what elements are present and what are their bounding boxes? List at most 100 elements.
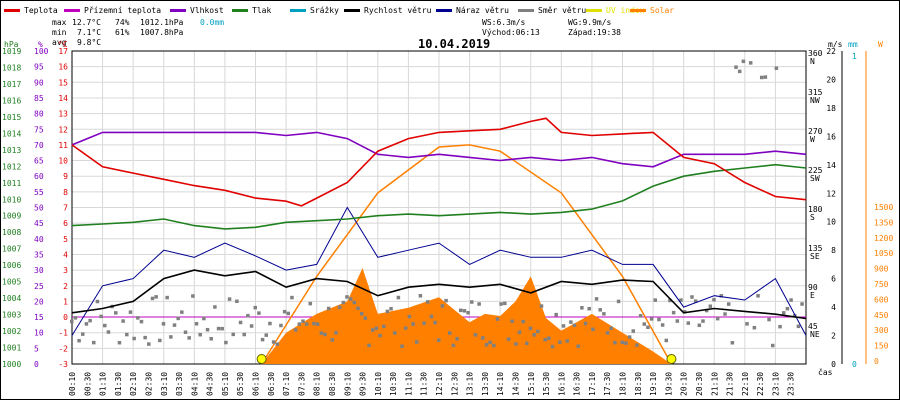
wind-direction-point [341, 300, 346, 305]
wind-direction-point [323, 332, 327, 337]
stat-max-temp: 12.7°C [72, 18, 101, 27]
temperature-tick: 9 [63, 172, 68, 181]
wind-direction-point [169, 335, 173, 339]
unit-hpa: hPa [4, 40, 19, 49]
stat-sunset: Západ:19:38 [568, 28, 621, 37]
solar-tick: 1350 [874, 218, 893, 227]
legend-item-5: Rychlost větru [344, 4, 431, 16]
humidity-tick: 15 [34, 313, 44, 322]
temperature-tick: 15 [58, 78, 68, 87]
stat-max-hum: 74% [115, 18, 130, 27]
stat-min-press: 1007.8hPa [140, 28, 184, 37]
wind-direction-point [231, 332, 235, 337]
unit-pct: % [38, 40, 43, 49]
wind-tick: 2 [831, 332, 836, 341]
pressure-tick: 1013 [2, 146, 21, 155]
wind-direction-point [264, 333, 269, 337]
direction-tick-label: SE [810, 252, 820, 261]
x-tick-label: 06:30 [267, 372, 276, 396]
wind-direction-point [253, 305, 257, 310]
pressure-tick: 1016 [2, 96, 21, 105]
wind-direction-point [209, 337, 213, 341]
wind-direction-point [506, 337, 511, 341]
stat-avg-label: avg [52, 38, 67, 47]
wind-direction-point [73, 316, 78, 320]
wind-direction-point [136, 316, 140, 320]
x-tick-label: 07:10 [282, 372, 291, 396]
wind-direction-point [763, 75, 768, 79]
wind-direction-point [543, 337, 547, 342]
wind-direction-point [385, 309, 390, 314]
solar-theoretical-line [260, 144, 673, 365]
temperature-tick: 14 [58, 94, 68, 103]
wind-direction-point [176, 316, 180, 321]
legend-item-9: Solar [630, 4, 674, 16]
x-tick-label: 09:10 [343, 372, 352, 396]
chart-title: 10.04.2019 [418, 37, 491, 51]
legend-label: UV index [606, 5, 645, 15]
pressure-tick: 1015 [2, 113, 21, 122]
solar-tick: 750 [874, 280, 889, 289]
temperature-tick: 13 [58, 110, 68, 119]
wind-direction-point [609, 326, 613, 330]
x-tick-label: 08:30 [328, 372, 337, 396]
wind-direction-point [301, 319, 305, 323]
direction-tick-label: S [810, 213, 815, 222]
wind-direction-point [392, 331, 397, 335]
temperature-tick: 11 [58, 141, 68, 150]
wind-direction-point [477, 302, 481, 306]
wind-direction-point [657, 317, 661, 322]
unit-ms: m/s [828, 40, 843, 49]
direction-tick-label: NW [810, 96, 820, 105]
wind-direction-point [539, 304, 544, 308]
solar-tick: 150 [874, 342, 889, 351]
wind-direction-point [536, 329, 540, 334]
legend-swatch [630, 8, 646, 12]
x-tick-label: 22:30 [756, 372, 765, 396]
humidity-tick: 85 [34, 94, 44, 103]
wind-direction-point [407, 314, 412, 319]
pressure-tick: 1006 [2, 261, 21, 270]
wind-tick: 8 [831, 246, 836, 255]
x-tick-label: 19:30 [664, 372, 673, 396]
legend-swatch [344, 8, 360, 12]
wind-direction-point [591, 327, 595, 332]
temperature-tick: -2 [58, 344, 68, 353]
wind-direction-point [308, 301, 313, 306]
humidity-tick: 95 [34, 63, 44, 72]
wind-direction-point [403, 326, 408, 330]
wind-direction-point [558, 340, 562, 344]
humidity-tick: 5 [34, 344, 39, 353]
humidity-tick: 50 [34, 204, 44, 213]
pressure-tick: 1002 [2, 327, 21, 336]
x-tick-label: 04:30 [206, 372, 215, 396]
legend-swatch [586, 8, 602, 12]
wind-direction-point [730, 341, 735, 345]
wind-direction-point [279, 323, 283, 328]
wind-tick: 16 [826, 132, 836, 141]
unit-degc: °C [58, 40, 68, 49]
wind-direction-point [249, 324, 254, 328]
x-tick-label: 23:10 [771, 372, 780, 396]
legend-label: Teplota [24, 5, 58, 15]
wind-direction-point [437, 338, 441, 342]
wind-direction-point [356, 306, 360, 311]
humidity-tick: 90 [34, 78, 44, 87]
wind-direction-point [459, 308, 463, 313]
sunrise-marker [256, 354, 267, 364]
wind-direction-point [139, 319, 144, 324]
wind-direction-point [433, 320, 437, 325]
x-tick-label: 16:30 [573, 372, 582, 396]
wind-direction-point [378, 333, 382, 338]
stat-min-temp: 7.1°C [77, 28, 102, 37]
pressure-tick: 1000 [2, 360, 21, 369]
wind-direction-point [286, 311, 291, 316]
wind-direction-point [580, 306, 584, 310]
wind-direction-point [352, 300, 357, 305]
legend-swatch [518, 8, 534, 12]
humidity-tick: 20 [34, 297, 44, 306]
x-tick-label: 18:30 [634, 372, 643, 396]
x-tick-label: 01:30 [114, 372, 123, 396]
wind-direction-point [679, 298, 683, 302]
legend-swatch [170, 8, 186, 12]
